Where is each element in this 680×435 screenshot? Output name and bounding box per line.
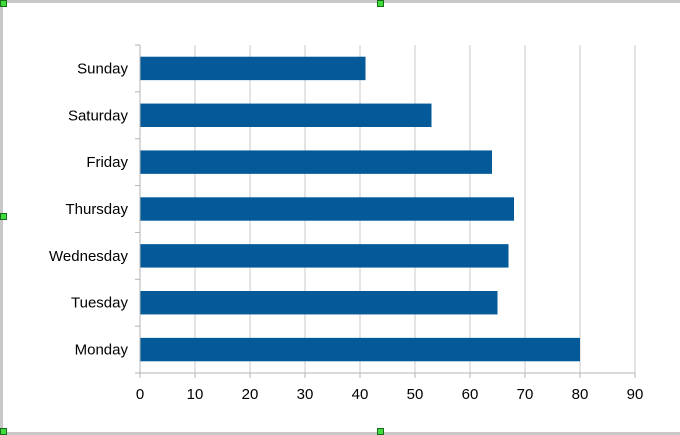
resize-handle-top-left[interactable] [0, 0, 7, 7]
selection-frame-bottom [0, 432, 680, 435]
x-tick-label: 0 [136, 386, 144, 403]
x-tick-label: 90 [627, 386, 644, 403]
bar-wednesday [140, 244, 509, 268]
bar-tuesday [140, 291, 498, 315]
resize-handle-bottom-left[interactable] [0, 428, 7, 435]
x-tick-label: 10 [187, 386, 204, 403]
bars [140, 56, 580, 362]
x-tick-label: 60 [462, 386, 479, 403]
x-tick-label: 70 [517, 386, 534, 403]
bar-saturday [140, 103, 432, 127]
x-tick-label: 80 [572, 386, 589, 403]
x-tick-label: 20 [242, 386, 259, 403]
category-label-saturday: Saturday [68, 107, 129, 124]
resize-handle-top-center[interactable] [377, 0, 384, 7]
axes [135, 44, 636, 378]
bar-monday [140, 337, 580, 362]
category-label-sunday: Sunday [77, 60, 128, 77]
x-tick-label: 30 [297, 386, 314, 403]
category-label-tuesday: Tuesday [71, 295, 128, 312]
labels: 0 10 20 30 40 50 60 70 80 90 Monday Tuesday Wednesda… [49, 60, 643, 403]
category-label-monday: Monday [75, 342, 129, 359]
category-label-friday: Friday [86, 154, 128, 171]
resize-handle-middle-left[interactable] [0, 213, 7, 220]
bar-sunday [140, 56, 366, 81]
bar-friday [140, 150, 492, 174]
selection-frame-top [0, 0, 680, 3]
x-tick-label: 40 [352, 386, 369, 403]
bar-thursday [140, 197, 514, 221]
x-tick-label: 50 [407, 386, 424, 403]
category-label-wednesday: Wednesday [49, 248, 128, 265]
category-label-thursday: Thursday [65, 201, 128, 218]
resize-handle-bottom-center[interactable] [377, 428, 384, 435]
